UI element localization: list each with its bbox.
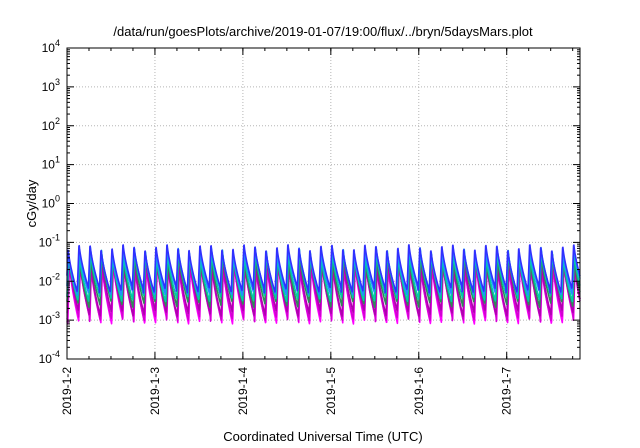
y-tick-exponent: 3 — [55, 77, 60, 87]
y-tick-label: 100 — [42, 194, 60, 211]
ticks — [66, 47, 580, 360]
y-tick-exponent: -1 — [52, 232, 60, 242]
y-tick-label: 104 — [42, 38, 60, 55]
y-tick-label: 10-3 — [39, 310, 60, 327]
y-tick-base: 10 — [42, 158, 56, 172]
x-tick-label: 2019-1-2 — [60, 367, 74, 415]
y-tick-label: 103 — [42, 77, 60, 94]
x-tick-label: 2019-1-6 — [412, 367, 426, 415]
series-line — [66, 244, 581, 294]
series-layer — [66, 244, 581, 325]
x-tick-label: 2019-1-3 — [148, 367, 162, 415]
y-tick-exponent: -2 — [52, 271, 60, 281]
y-tick-base: 10 — [42, 41, 56, 55]
y-tick-base: 10 — [42, 119, 56, 133]
y-tick-base: 10 — [39, 352, 53, 366]
grid-lines — [67, 48, 580, 359]
y-tick-label: 101 — [42, 155, 60, 172]
y-tick-label: 102 — [42, 116, 60, 133]
y-tick-exponent: 1 — [55, 155, 60, 165]
y-tick-base: 10 — [42, 197, 56, 211]
y-tick-base: 10 — [39, 274, 53, 288]
y-tick-exponent: 0 — [55, 194, 60, 204]
x-axis-label: Coordinated Universal Time (UTC) — [223, 429, 422, 444]
y-axis-label: cGy/day — [24, 179, 39, 227]
y-tick-exponent: -3 — [52, 310, 60, 320]
x-tick-label: 2019-1-5 — [324, 367, 338, 415]
y-tick-base: 10 — [39, 235, 53, 249]
y-tick-label: 10-4 — [39, 349, 60, 366]
y-tick-exponent: 2 — [55, 116, 60, 126]
y-tick-exponent: -4 — [52, 349, 60, 359]
y-tick-label: 10-1 — [39, 232, 60, 249]
x-tick-label: 2019-1-4 — [236, 367, 250, 415]
y-tick-base: 10 — [39, 313, 53, 327]
y-tick-base: 10 — [42, 80, 56, 94]
y-tick-exponent: 4 — [55, 38, 60, 48]
x-tick-label: 2019-1-7 — [500, 367, 514, 415]
y-tick-label: 10-2 — [39, 271, 60, 288]
chart-title: /data/run/goesPlots/archive/2019-01-07/1… — [113, 24, 533, 39]
x-tick-labels: 2019-1-2 2019-1-3 2019-1-4 2019-1-5 2019-1-6… — [60, 367, 514, 415]
